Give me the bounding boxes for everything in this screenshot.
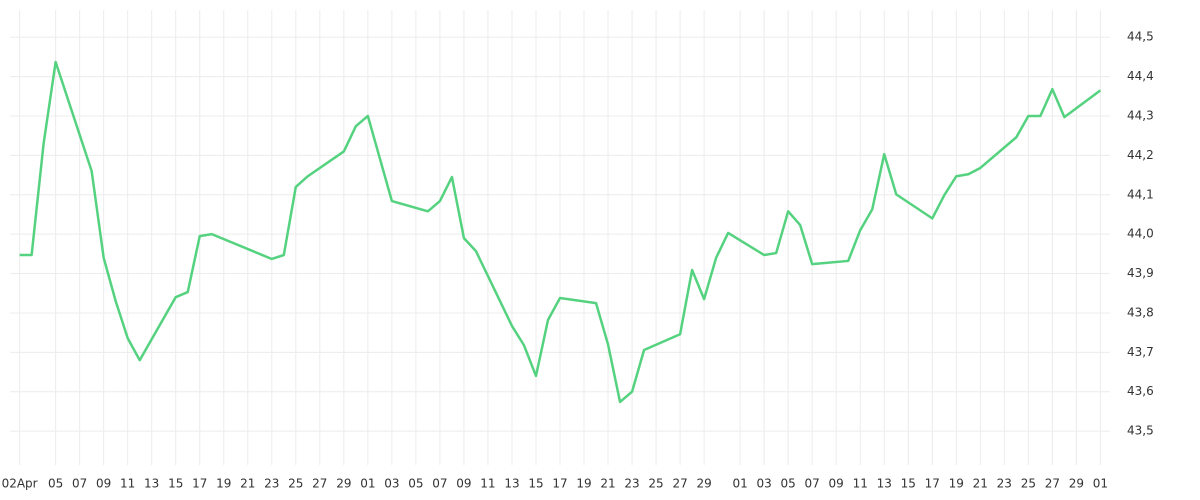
x-tick-label: 19: [576, 477, 591, 491]
x-tick-label: 23: [624, 477, 639, 491]
x-tick-label: 25: [1021, 477, 1036, 491]
y-tick-label: 44,1: [1127, 187, 1154, 201]
x-tick-label: 07: [805, 477, 820, 491]
x-tick-label: 27: [1045, 477, 1060, 491]
x-tick-label: 27: [672, 477, 687, 491]
y-tick-label: 44,4: [1127, 69, 1154, 83]
x-tick-label: 17: [925, 477, 940, 491]
x-tick-label: 19: [216, 477, 231, 491]
x-tick-label: 17: [192, 477, 207, 491]
x-tick-label: 17: [552, 477, 567, 491]
x-tick-label: 19: [949, 477, 964, 491]
x-tick-label: 05: [408, 477, 423, 491]
x-tick-label: 07: [72, 477, 87, 491]
x-tick-label: 09: [456, 477, 471, 491]
x-tick-label: 13: [504, 477, 519, 491]
x-tick-label: 01: [1093, 477, 1108, 491]
x-tick-label: 29: [696, 477, 711, 491]
line-series: [19, 60, 1102, 404]
x-tick-label: 03: [757, 477, 772, 491]
y-tick-label: 43,8: [1127, 305, 1154, 319]
x-tick-label: 23: [997, 477, 1012, 491]
x-tick-label: 05: [48, 477, 63, 491]
y-tick-label: 43,9: [1127, 266, 1154, 280]
y-tick-label: 43,6: [1127, 384, 1154, 398]
x-tick-label: 13: [144, 477, 159, 491]
y-tick-label: 43,7: [1127, 345, 1154, 359]
x-tick-label: 13: [877, 477, 892, 491]
x-tick-label: 21: [600, 477, 615, 491]
x-tick-label: 02Apr: [2, 477, 38, 491]
x-tick-label: 01: [732, 477, 747, 491]
x-tick-label: 25: [648, 477, 663, 491]
x-tick-label: 15: [168, 477, 183, 491]
x-tick-label: 11: [480, 477, 495, 491]
x-tick-label: 21: [240, 477, 255, 491]
y-tick-label: 44,0: [1127, 227, 1154, 241]
x-tick-label: 05: [781, 477, 796, 491]
x-tick-label: 27: [312, 477, 327, 491]
x-tick-label: 03: [384, 477, 399, 491]
x-tick-label: 25: [288, 477, 303, 491]
x-tick-label: 15: [528, 477, 543, 491]
x-tick-label: 15: [901, 477, 916, 491]
x-tick-label: 29: [1069, 477, 1084, 491]
x-tick-label: 11: [120, 477, 135, 491]
x-tick-label: 09: [829, 477, 844, 491]
x-tick-label: 21: [973, 477, 988, 491]
x-tick-label: 29: [336, 477, 351, 491]
y-tick-label: 44,2: [1127, 148, 1154, 162]
y-tick-label: 43,5: [1127, 424, 1154, 438]
y-tick-label: 44,3: [1127, 108, 1154, 122]
x-tick-label: 01: [360, 477, 375, 491]
x-tick-label: 11: [853, 477, 868, 491]
x-tick-label: 07: [432, 477, 447, 491]
y-tick-label: 44,5: [1127, 30, 1154, 44]
x-tick-label: 23: [264, 477, 279, 491]
x-tick-label: 09: [96, 477, 111, 491]
